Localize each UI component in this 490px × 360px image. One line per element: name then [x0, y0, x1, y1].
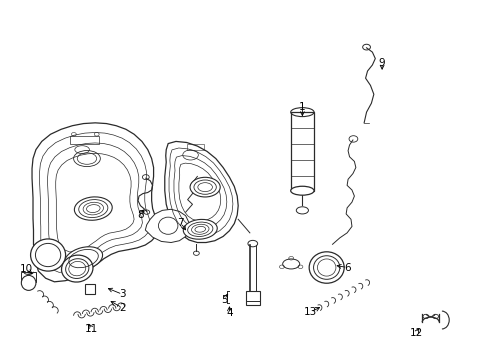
Text: 1: 1: [299, 102, 306, 112]
Text: 8: 8: [137, 210, 144, 220]
Polygon shape: [146, 209, 189, 243]
Ellipse shape: [190, 177, 220, 197]
Text: 5: 5: [221, 295, 228, 305]
Ellipse shape: [62, 255, 93, 282]
Text: 12: 12: [410, 328, 423, 338]
Bar: [85, 284, 95, 294]
Ellipse shape: [30, 239, 66, 271]
Text: 3: 3: [119, 289, 126, 299]
Polygon shape: [32, 123, 158, 282]
Bar: [291, 112, 314, 191]
Polygon shape: [165, 141, 238, 243]
Bar: [22, 272, 36, 282]
Ellipse shape: [309, 252, 344, 283]
Text: 4: 4: [226, 308, 233, 318]
Ellipse shape: [291, 186, 314, 195]
Text: 7: 7: [177, 218, 184, 228]
Bar: [70, 136, 99, 144]
Ellipse shape: [74, 197, 112, 220]
Bar: [187, 144, 204, 150]
Text: 11: 11: [85, 324, 98, 334]
Bar: [246, 291, 260, 305]
Ellipse shape: [183, 219, 217, 239]
Ellipse shape: [22, 275, 36, 291]
Text: 6: 6: [344, 262, 350, 273]
Text: 9: 9: [379, 58, 386, 68]
Text: 2: 2: [119, 303, 126, 313]
Text: 13: 13: [304, 307, 317, 317]
Ellipse shape: [65, 247, 102, 270]
Text: 10: 10: [20, 264, 33, 274]
